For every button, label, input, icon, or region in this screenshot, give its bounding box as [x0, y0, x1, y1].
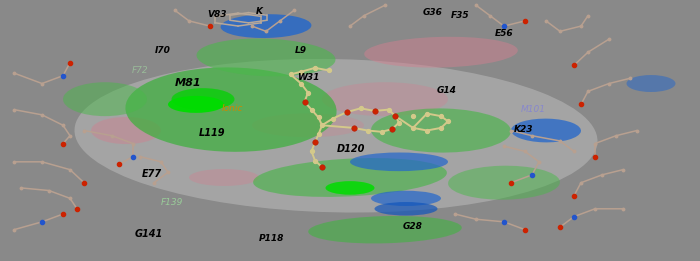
Text: F35: F35	[452, 11, 470, 20]
Ellipse shape	[371, 191, 441, 206]
Text: K: K	[256, 7, 262, 16]
Ellipse shape	[74, 59, 598, 212]
Text: K23: K23	[514, 126, 533, 134]
Text: G28: G28	[403, 222, 423, 231]
Text: G36: G36	[423, 8, 442, 17]
Text: W31: W31	[297, 73, 319, 82]
Ellipse shape	[374, 202, 438, 216]
Text: I70: I70	[155, 46, 170, 55]
Ellipse shape	[626, 75, 676, 92]
Ellipse shape	[168, 96, 224, 113]
Ellipse shape	[371, 108, 511, 153]
Text: F139: F139	[160, 198, 183, 207]
Text: L119: L119	[199, 128, 225, 138]
Ellipse shape	[189, 169, 259, 186]
Ellipse shape	[252, 114, 364, 137]
Ellipse shape	[63, 82, 147, 116]
Ellipse shape	[91, 117, 161, 144]
Ellipse shape	[172, 88, 234, 110]
Text: G141: G141	[134, 229, 162, 239]
Text: P118: P118	[259, 234, 284, 243]
Ellipse shape	[511, 118, 581, 143]
Ellipse shape	[364, 37, 518, 68]
Ellipse shape	[220, 14, 312, 38]
Ellipse shape	[350, 152, 448, 171]
Ellipse shape	[448, 166, 560, 200]
Text: M101: M101	[521, 105, 546, 114]
Ellipse shape	[253, 158, 447, 197]
Text: Ionic: Ionic	[222, 104, 243, 113]
Text: E77: E77	[142, 169, 162, 179]
Ellipse shape	[308, 216, 462, 244]
Text: G14: G14	[437, 86, 456, 94]
Ellipse shape	[322, 82, 448, 116]
Ellipse shape	[326, 181, 374, 195]
Text: D120: D120	[337, 144, 365, 154]
Text: F72: F72	[132, 66, 148, 75]
Text: E56: E56	[495, 29, 513, 38]
Ellipse shape	[197, 38, 335, 76]
Text: V83: V83	[207, 10, 227, 19]
Ellipse shape	[125, 67, 337, 152]
Text: M81: M81	[174, 78, 201, 88]
Text: L9: L9	[295, 46, 307, 55]
